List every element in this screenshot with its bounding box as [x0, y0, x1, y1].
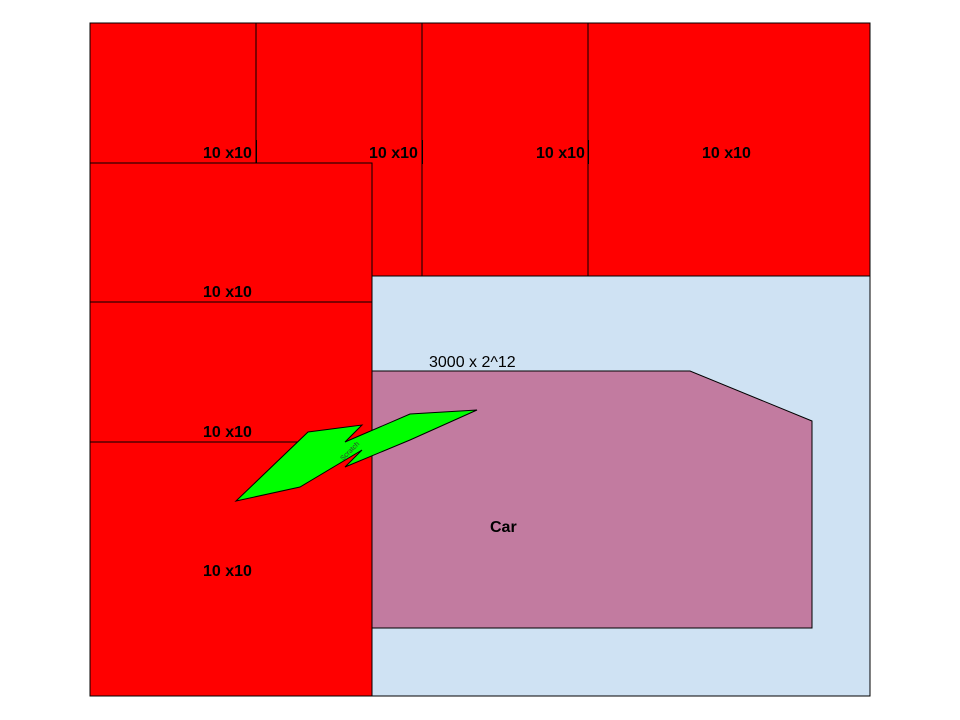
- scratch-shape: [234, 409, 478, 502]
- car-shape: [371, 370, 813, 629]
- tile-label-left-1: 10 x10: [203, 284, 252, 301]
- tile-label-top-4: 10 x10: [702, 145, 751, 162]
- tile-top-3: [421, 22, 589, 277]
- car-label: Car: [490, 519, 517, 536]
- tile-label-top-1: 10 x10: [203, 145, 252, 162]
- tile-label-top-3: 10 x10: [536, 145, 585, 162]
- area-label: 3000 x 2^12: [429, 354, 516, 371]
- tile-label-left-3: 10 x10: [203, 563, 252, 580]
- tile-label-left-2: 10 x10: [203, 424, 252, 441]
- tile-label-top-2: 10 x10: [369, 145, 418, 162]
- tile-top-4: [587, 22, 871, 277]
